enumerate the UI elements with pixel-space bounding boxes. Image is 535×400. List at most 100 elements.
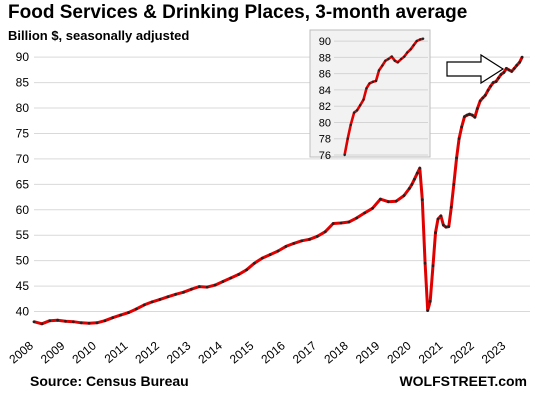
data-point <box>355 216 359 220</box>
main-y-ticks: 40 45 50 55 60 65 70 75 80 85 90 <box>16 50 30 318</box>
y-tick-label: 45 <box>16 279 30 293</box>
data-point <box>150 300 154 304</box>
main-series <box>33 56 524 326</box>
inset-data-point <box>352 111 356 114</box>
data-point <box>48 319 52 323</box>
data-point <box>518 60 522 64</box>
chart-title: Food Services & Drinking Places, 3-month… <box>8 2 468 23</box>
inset-data-point <box>349 123 352 127</box>
data-point <box>499 73 503 76</box>
series-line <box>33 56 524 326</box>
data-point <box>452 182 456 186</box>
x-tick-label: 2016 <box>258 338 288 366</box>
data-point <box>504 66 508 70</box>
inset-data-point <box>400 57 403 61</box>
data-point <box>486 88 490 92</box>
inset-data-point <box>409 48 412 51</box>
inset-y-tick-label: 88 <box>319 52 331 64</box>
data-point <box>407 187 411 190</box>
data-point <box>468 112 471 116</box>
inset-chart: 76 78 80 82 84 86 88 90 <box>309 29 431 162</box>
data-point <box>481 96 485 100</box>
inset-data-point <box>365 87 368 90</box>
inset-y-tick-label: 90 <box>319 36 331 48</box>
data-point <box>447 225 451 228</box>
x-tick-label: 2009 <box>38 338 68 366</box>
data-point <box>166 295 170 299</box>
inset-data-point <box>412 44 415 47</box>
main-x-ticks: 2008 2009 2010 2011 2012 2013 2014 2015 2016 2017… <box>6 338 508 366</box>
data-point <box>413 177 416 181</box>
data-point <box>478 99 482 103</box>
inset-data-point <box>390 55 393 58</box>
data-point <box>483 93 487 97</box>
y-tick-label: 55 <box>16 228 30 242</box>
inset-data-point <box>371 80 375 84</box>
y-tick-label: 90 <box>16 50 30 64</box>
data-point <box>415 171 419 175</box>
x-tick-label: 2012 <box>132 338 162 366</box>
data-point <box>268 253 272 256</box>
y-tick-label: 85 <box>16 76 30 90</box>
x-tick-label: 2011 <box>102 338 131 366</box>
data-point <box>418 166 422 170</box>
y-tick-label: 70 <box>16 152 30 166</box>
data-point <box>347 220 351 224</box>
x-tick-label: 2019 <box>353 338 383 366</box>
inset-data-point <box>355 109 359 112</box>
x-tick-label: 2021 <box>416 338 446 366</box>
brand-label: WOLFSTREET.com <box>399 373 527 389</box>
data-point <box>229 276 233 280</box>
data-point <box>134 307 138 311</box>
data-point <box>103 319 107 323</box>
data-point <box>205 285 209 289</box>
data-point <box>379 197 382 201</box>
inset-y-tick-label: 80 <box>319 117 331 129</box>
data-point <box>520 55 524 59</box>
data-point <box>470 113 474 117</box>
data-point <box>331 222 335 225</box>
data-point <box>79 321 83 325</box>
data-point <box>473 115 477 119</box>
data-point <box>491 81 495 85</box>
data-point <box>512 66 516 70</box>
inset-y-tick-label: 76 <box>319 150 331 162</box>
data-point <box>436 217 440 221</box>
data-point <box>455 156 459 160</box>
data-point <box>64 319 67 323</box>
x-tick-label: 2010 <box>69 338 99 366</box>
y-tick-label: 40 <box>16 305 30 319</box>
data-point <box>142 303 146 307</box>
data-point <box>119 313 123 317</box>
x-tick-label: 2020 <box>384 338 414 366</box>
inset-data-point <box>346 137 349 140</box>
data-point <box>497 76 500 80</box>
x-tick-label: 2022 <box>447 338 477 366</box>
data-point <box>276 249 280 253</box>
data-point <box>300 239 304 243</box>
inset-data-point <box>393 59 397 62</box>
x-tick-label: 2013 <box>164 338 194 366</box>
x-tick-label: 2008 <box>6 338 36 366</box>
inset-data-point <box>381 64 384 67</box>
y-tick-label: 65 <box>16 177 30 191</box>
data-point <box>260 256 264 260</box>
arrow-shape <box>446 53 505 85</box>
inset-data-point <box>396 61 400 64</box>
data-point <box>507 68 511 72</box>
data-point <box>394 199 398 203</box>
data-point <box>190 287 193 291</box>
x-tick-label: 2017 <box>290 338 320 366</box>
x-tick-label: 2018 <box>321 338 351 366</box>
data-point <box>420 198 424 202</box>
data-point <box>32 320 36 324</box>
y-tick-label: 75 <box>16 126 30 140</box>
data-point <box>363 211 367 215</box>
inset-data-point <box>387 57 390 61</box>
inset-data-point <box>418 38 422 41</box>
inset-data-point <box>377 69 381 72</box>
data-point <box>339 221 343 225</box>
data-point <box>494 80 498 83</box>
data-point <box>428 299 432 303</box>
